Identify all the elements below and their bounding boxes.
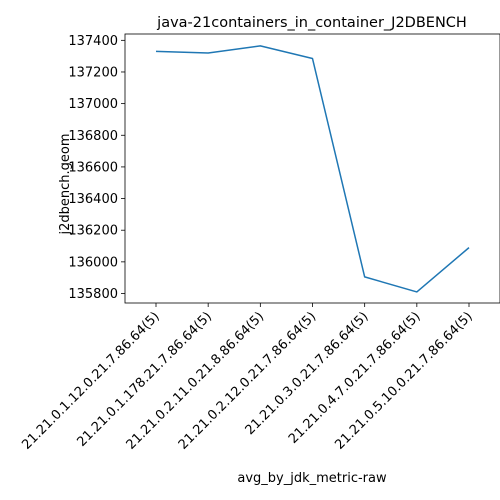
y-tick-label: 137200: [68, 65, 118, 80]
y-tick-label: 137400: [68, 34, 118, 49]
y-tick-label: 136600: [68, 160, 118, 175]
y-tick-label: 136000: [68, 255, 118, 270]
y-tick-label: 135800: [68, 287, 118, 302]
chart-title: java-21containers_in_container_J2DBENCH: [156, 15, 467, 31]
y-tick-label: 137000: [68, 97, 118, 112]
axes-frame: [124, 33, 500, 304]
y-tick-label: 136400: [68, 192, 118, 207]
y-axis-label: j2dbench.geom: [58, 133, 73, 235]
x-axis-label: avg_by_jdk_metric-raw: [237, 471, 387, 486]
y-tick-label: 136800: [68, 129, 118, 144]
series-line: [155, 45, 470, 293]
y-tick-label: 136200: [68, 224, 118, 239]
